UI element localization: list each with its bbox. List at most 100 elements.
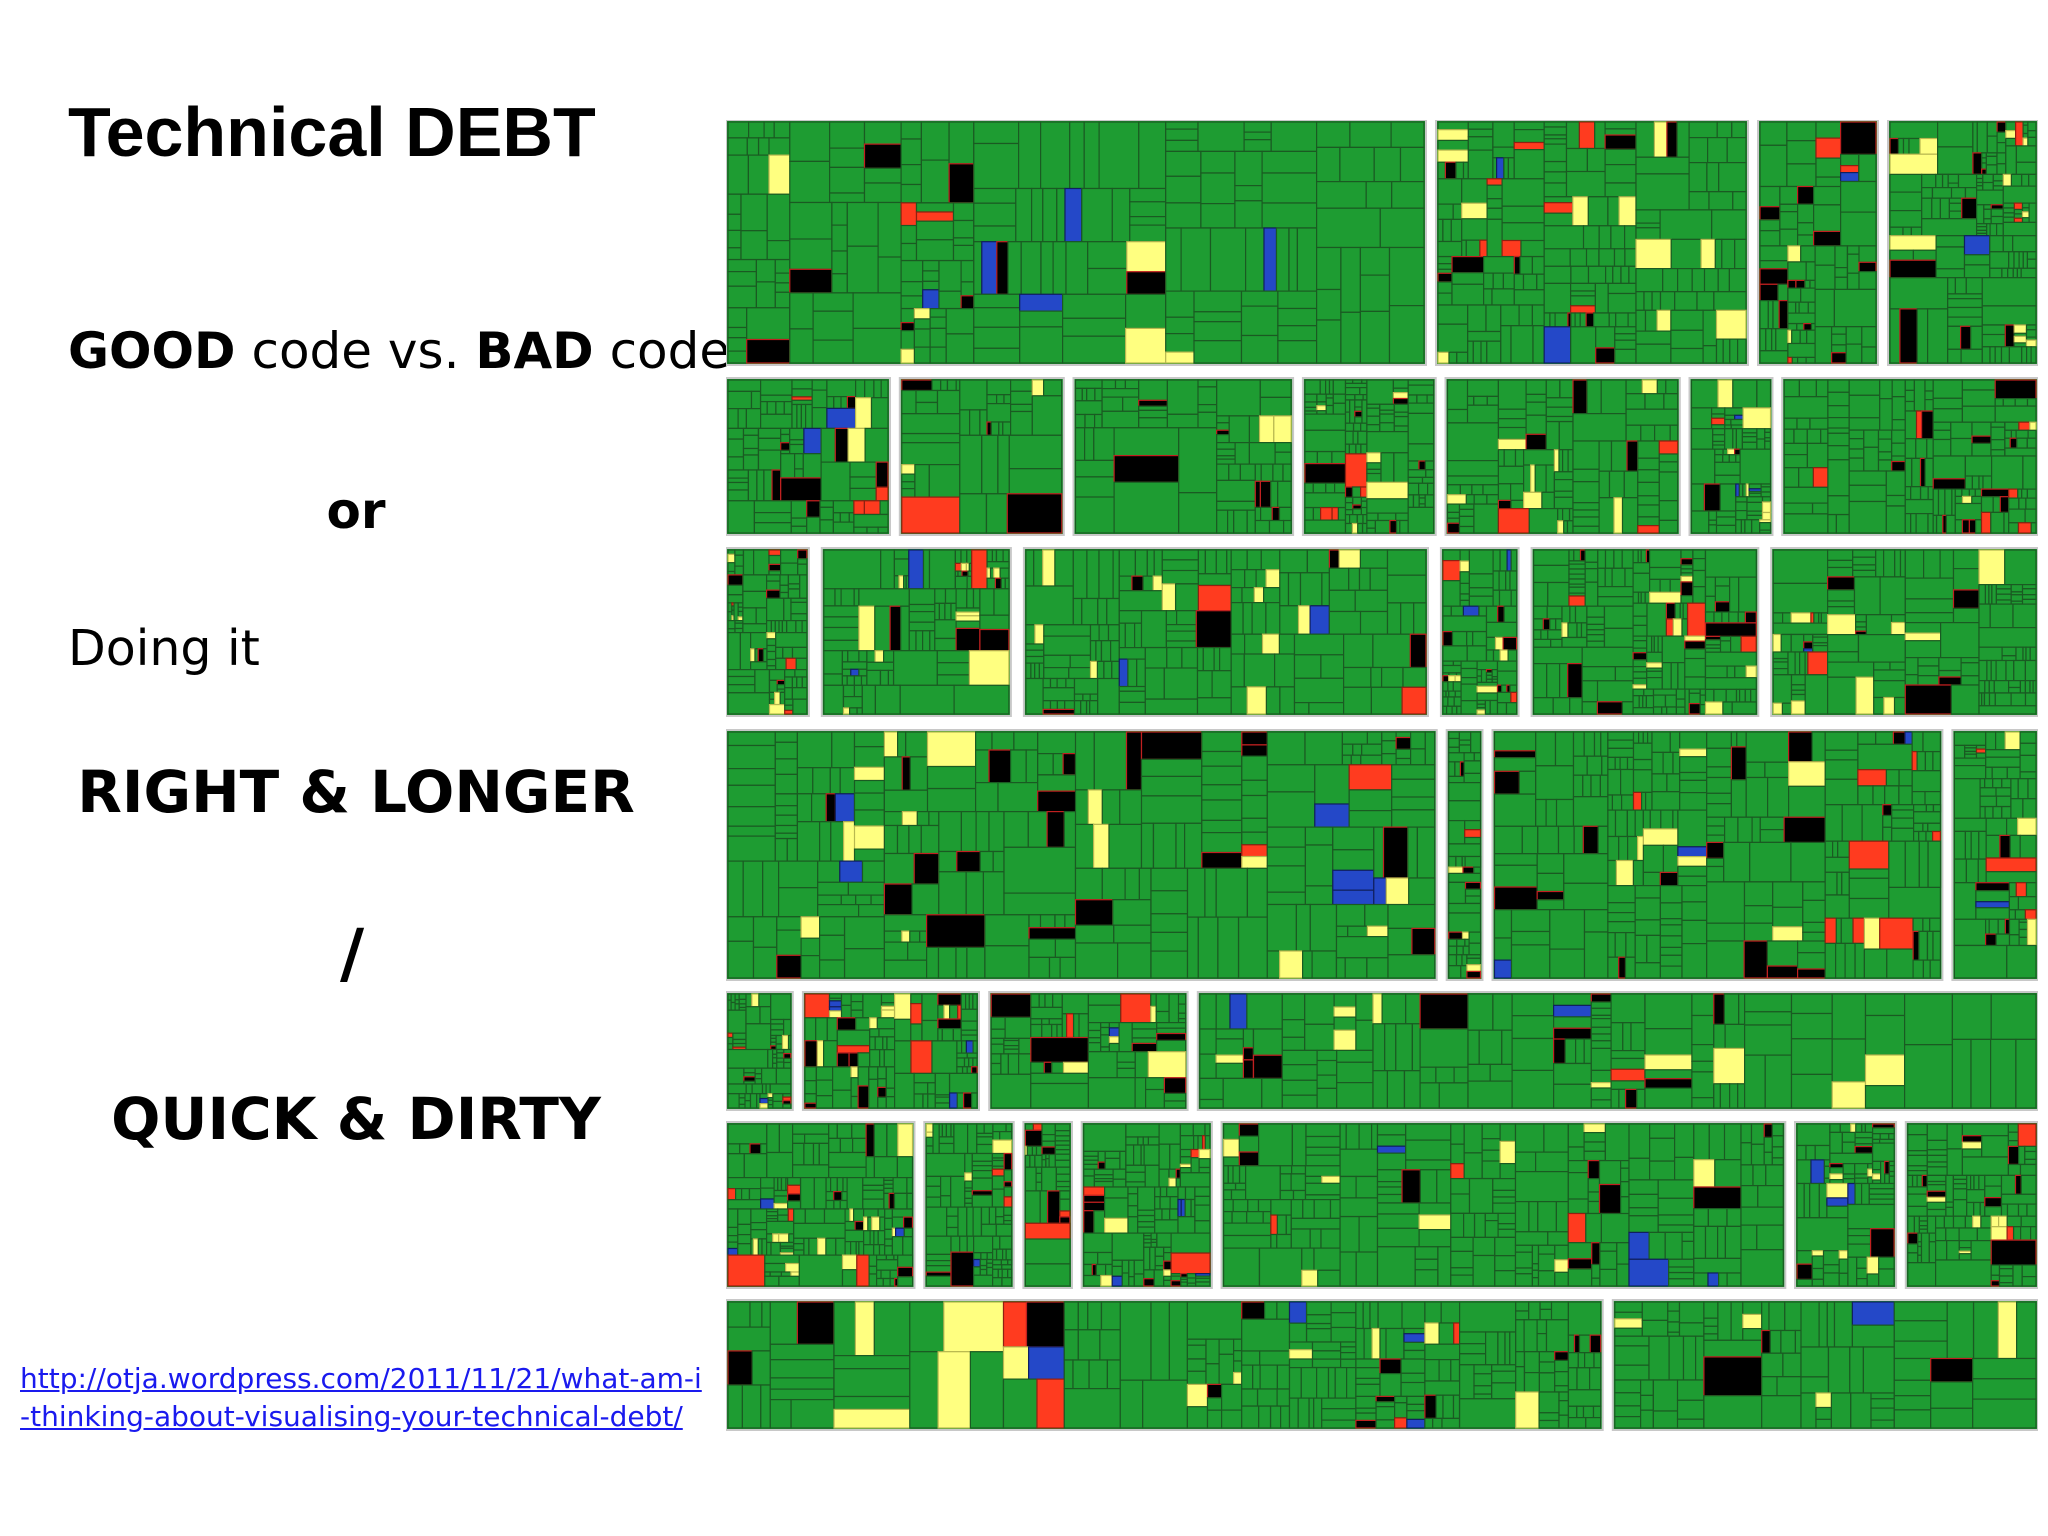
treemap-cell <box>1572 509 1600 518</box>
treemap-cell <box>1679 791 1708 811</box>
treemap-cell <box>791 388 813 398</box>
treemap-cell <box>1584 581 1599 607</box>
treemap-cell <box>1462 866 1475 874</box>
treemap-cell <box>1458 1301 1517 1333</box>
treemap-cell <box>1380 666 1404 688</box>
treemap-cell <box>1510 589 1518 607</box>
treemap-cell <box>1074 867 1103 901</box>
treemap-cell <box>1493 853 1538 866</box>
treemap-cell <box>1583 1038 1592 1064</box>
treemap-cell <box>1129 201 1167 218</box>
treemap-cell <box>2022 798 2037 819</box>
treemap-cell <box>901 473 916 483</box>
treemap-cell <box>1131 1028 1158 1039</box>
treemap-cell <box>1125 1164 1146 1173</box>
treemap-cell <box>882 1036 888 1051</box>
treemap-cell <box>727 860 744 918</box>
treemap-cell <box>1486 218 1503 258</box>
treemap-cell <box>925 1123 934 1133</box>
treemap-cell <box>1912 249 1937 261</box>
treemap-cell <box>818 934 846 961</box>
treemap-cell <box>1165 139 1199 152</box>
treemap-cell <box>1497 426 1527 440</box>
treemap-cell <box>1198 1158 1211 1169</box>
treemap-cell <box>1281 1094 1318 1109</box>
treemap-cell <box>1413 602 1427 635</box>
treemap-cell <box>1992 805 2003 819</box>
treemap-cell <box>1460 660 1478 670</box>
treemap-cell <box>1198 1166 1211 1174</box>
treemap-cell <box>1493 886 1538 911</box>
treemap-cell <box>1759 260 1789 270</box>
treemap-cell <box>766 401 777 415</box>
treemap-cell <box>727 1143 741 1155</box>
treemap-cell <box>905 731 929 758</box>
treemap-cell <box>1215 867 1249 918</box>
treemap-cell <box>1355 1419 1377 1429</box>
treemap-cell <box>1915 513 1929 534</box>
treemap-cell <box>1450 605 1465 617</box>
treemap-cell <box>1659 965 1683 979</box>
treemap-cell <box>952 244 975 262</box>
treemap-cell <box>1234 200 1263 229</box>
treemap-cell <box>960 993 967 1010</box>
treemap-cell <box>1459 593 1470 602</box>
treemap-cell <box>1108 1021 1120 1029</box>
treemap-cell <box>1577 1352 1586 1369</box>
treemap-cell <box>1554 1259 1569 1273</box>
treemap-cell <box>823 605 860 618</box>
treemap-cell <box>908 549 925 590</box>
treemap-cell <box>1450 1177 1471 1195</box>
treemap-cell <box>1953 858 1968 884</box>
treemap-cell <box>1985 756 2021 768</box>
source-link[interactable]: http://otja.wordpress.com/2011/11/21/wha… <box>20 1362 702 1433</box>
treemap-cell <box>1635 222 1661 229</box>
treemap-cell <box>2024 1158 2037 1166</box>
treemap-cell <box>1024 1154 1031 1168</box>
treemap-cell <box>1715 516 1737 526</box>
treemap-cell <box>1448 781 1482 802</box>
treemap-cell <box>789 443 805 455</box>
treemap-cell <box>1847 1243 1872 1258</box>
treemap-cell <box>1607 956 1620 979</box>
treemap-cell <box>826 396 835 410</box>
treemap-cell <box>1424 731 1436 766</box>
treemap-cell <box>984 945 1030 979</box>
treemap-cell <box>1532 605 1548 620</box>
treemap-cell <box>884 1217 893 1231</box>
treemap-cell <box>1181 646 1199 669</box>
treemap-cell <box>1804 674 1829 715</box>
treemap-cell <box>1868 1182 1895 1190</box>
treemap-cell <box>2012 235 2037 253</box>
treemap-cell <box>1569 697 1583 715</box>
treemap-cell <box>1290 1198 1304 1219</box>
treemap-cell <box>790 525 808 534</box>
treemap-cell <box>1598 225 1612 250</box>
treemap-cell <box>1734 665 1747 679</box>
treemap-cell <box>1276 1364 1291 1390</box>
treemap-cell <box>1163 1077 1187 1095</box>
treemap-cell <box>1983 218 1992 225</box>
treemap-cell <box>727 438 745 458</box>
treemap-cell <box>1728 1083 1739 1109</box>
treemap-cell <box>1442 675 1450 683</box>
treemap-cell <box>1418 1202 1452 1216</box>
treemap-cell <box>1610 1080 1646 1091</box>
treemap-cell <box>1590 1047 1612 1072</box>
treemap-cell <box>1938 669 1962 678</box>
treemap-cell <box>880 1269 891 1280</box>
treemap-cell <box>1952 1183 1968 1190</box>
treemap-cell <box>1593 1352 1602 1369</box>
treemap-cell <box>2021 594 2037 601</box>
treemap-cell <box>1796 323 1805 331</box>
treemap-cell <box>1002 421 1012 436</box>
treemap-cell <box>1406 1395 1426 1406</box>
treemap-cell <box>846 675 855 687</box>
treemap-cell <box>1450 1193 1471 1214</box>
treemap-cell <box>1461 931 1470 940</box>
treemap-cell <box>940 1175 952 1197</box>
treemap-cell <box>1728 611 1739 624</box>
treemap-cell <box>1125 1123 1160 1138</box>
treemap-cell <box>1510 499 1525 510</box>
treemap-cell <box>1206 1397 1223 1411</box>
